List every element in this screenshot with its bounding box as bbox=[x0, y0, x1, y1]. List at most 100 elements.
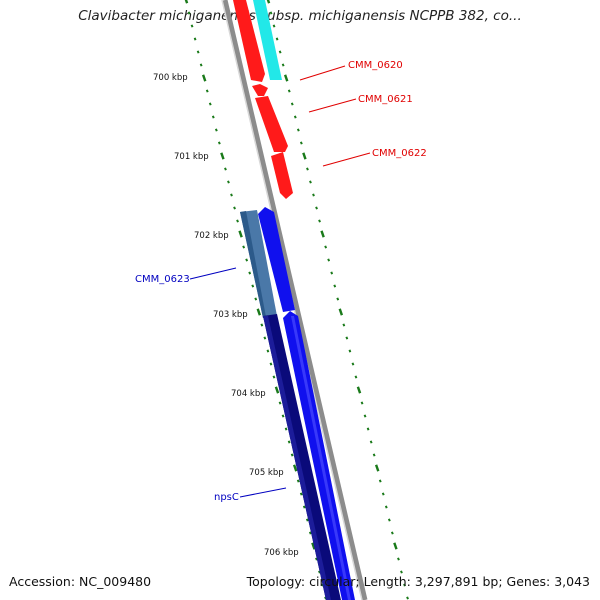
left-ruler-tick bbox=[205, 89, 209, 93]
right-ruler-tick bbox=[306, 167, 309, 171]
right-ruler-tick bbox=[400, 570, 403, 574]
right-ruler-tick bbox=[324, 245, 328, 249]
right-ruler-tick bbox=[296, 128, 300, 132]
right-ruler-tick bbox=[318, 219, 321, 223]
left-ruler-tick bbox=[236, 219, 239, 223]
right-ruler-tick bbox=[302, 152, 307, 160]
right-ruler-tick bbox=[390, 531, 394, 535]
label-line-cmm-0621 bbox=[308, 98, 357, 113]
gene-cmm-0620-feature[interactable] bbox=[233, 0, 265, 82]
tick-label-702: 702 kbp bbox=[194, 231, 229, 241]
left-ruler-tick bbox=[251, 284, 255, 288]
left-ruler-tick bbox=[321, 583, 324, 587]
left-ruler-tick bbox=[233, 206, 236, 210]
gene-label-cmm-0621[interactable]: CMM_0621 bbox=[358, 94, 413, 105]
right-ruler-tick bbox=[342, 323, 346, 327]
left-ruler-tick bbox=[318, 570, 321, 574]
right-ruler bbox=[266, 0, 409, 600]
gene-label-cmm-0622[interactable]: CMM_0622 bbox=[372, 148, 427, 159]
left-ruler-tick bbox=[211, 115, 215, 119]
right-ruler-tick bbox=[406, 596, 409, 600]
gene-cmm-0621-feature[interactable] bbox=[255, 96, 288, 152]
left-ruler-tick bbox=[208, 102, 212, 106]
tick-label-706: 706 kbp bbox=[264, 548, 299, 558]
left-ruler-tick bbox=[305, 518, 309, 522]
left-ruler-tick bbox=[217, 141, 221, 145]
left-ruler-tick bbox=[190, 24, 194, 28]
right-ruler-tick bbox=[272, 24, 276, 28]
right-ruler-tick bbox=[293, 115, 297, 119]
right-ruler-tick bbox=[369, 440, 373, 444]
right-ruler-tick bbox=[351, 362, 355, 366]
left-ruler-tick bbox=[201, 74, 207, 82]
left-ruler-tick bbox=[238, 230, 243, 238]
sequence-backbone bbox=[222, 0, 368, 600]
left-ruler-tick bbox=[266, 349, 270, 353]
tick-label-700: 700 kbp bbox=[153, 73, 188, 83]
right-ruler-tick bbox=[315, 206, 318, 210]
left-ruler-tick bbox=[227, 180, 230, 184]
left-ruler-tick bbox=[199, 63, 203, 67]
gene-blue-fwd-1-feature[interactable] bbox=[258, 207, 295, 312]
left-ruler-tick bbox=[220, 152, 225, 160]
right-ruler-tick bbox=[333, 284, 337, 288]
label-line-cmm-0622 bbox=[322, 152, 371, 167]
right-ruler-tick bbox=[266, 0, 271, 4]
left-ruler-tick bbox=[184, 0, 189, 4]
right-ruler-tick bbox=[384, 505, 388, 509]
right-ruler-tick bbox=[269, 11, 273, 15]
tick-label-704: 704 kbp bbox=[231, 389, 266, 399]
gene-cyan-feature[interactable] bbox=[253, 0, 282, 80]
right-ruler-tick bbox=[281, 63, 285, 67]
left-ruler-tick bbox=[187, 11, 191, 15]
right-ruler-tick bbox=[330, 271, 334, 275]
right-ruler-tick bbox=[309, 180, 312, 184]
gene-label-npsc[interactable]: npsC bbox=[214, 492, 239, 503]
gene-label-cmm-0623[interactable]: CMM_0623 bbox=[135, 274, 190, 285]
right-ruler-tick bbox=[403, 583, 406, 587]
left-ruler-tick bbox=[248, 271, 252, 275]
label-line-cmm-0623 bbox=[189, 267, 237, 280]
right-ruler-tick bbox=[387, 518, 391, 522]
right-ruler-tick bbox=[372, 453, 376, 457]
right-ruler-tick bbox=[381, 492, 385, 496]
right-ruler-tick bbox=[336, 297, 340, 301]
left-ruler-tick bbox=[292, 464, 298, 472]
left-ruler-tick bbox=[196, 50, 200, 54]
gene-cmm-0621-link[interactable] bbox=[252, 84, 268, 96]
right-ruler-tick bbox=[290, 102, 294, 106]
left-ruler-tick bbox=[274, 386, 280, 394]
left-ruler-tick bbox=[302, 505, 306, 509]
gene-label-cmm-0620[interactable]: CMM_0620 bbox=[348, 60, 403, 71]
right-ruler-tick bbox=[356, 386, 362, 394]
gene-npsc-feature-shade[interactable] bbox=[263, 316, 331, 600]
left-ruler-tick bbox=[287, 440, 291, 444]
label-line-cmm-0620 bbox=[299, 65, 346, 81]
right-ruler-tick bbox=[320, 230, 325, 238]
right-ruler-tick bbox=[327, 258, 331, 262]
gene-cmm-0623-feature-shade[interactable] bbox=[240, 211, 266, 318]
left-ruler-tick bbox=[299, 492, 303, 496]
right-ruler-tick bbox=[393, 542, 398, 550]
right-ruler-tick bbox=[345, 336, 349, 340]
genome-summary-text: Topology: circular; Length: 3,297,891 bp… bbox=[246, 574, 590, 589]
right-ruler-tick bbox=[363, 414, 367, 418]
left-ruler-tick bbox=[242, 245, 246, 249]
left-ruler-tick bbox=[263, 336, 267, 340]
left-ruler-tick bbox=[230, 193, 233, 197]
right-ruler-tick bbox=[360, 401, 364, 405]
right-ruler-tick bbox=[283, 74, 289, 82]
right-ruler-tick bbox=[397, 557, 400, 561]
left-ruler-tick bbox=[254, 297, 258, 301]
left-ruler-tick bbox=[284, 427, 288, 431]
left-ruler-tick bbox=[281, 414, 285, 418]
right-ruler-tick bbox=[348, 349, 352, 353]
left-ruler-tick bbox=[308, 531, 312, 535]
label-line-npsc bbox=[239, 487, 287, 498]
gene-blue-fwd-2-highlight bbox=[291, 316, 351, 600]
right-ruler-tick bbox=[366, 427, 370, 431]
left-ruler-tick bbox=[290, 453, 294, 457]
left-ruler-tick bbox=[214, 128, 218, 132]
gene-cmm-0622-feature[interactable] bbox=[271, 152, 293, 199]
